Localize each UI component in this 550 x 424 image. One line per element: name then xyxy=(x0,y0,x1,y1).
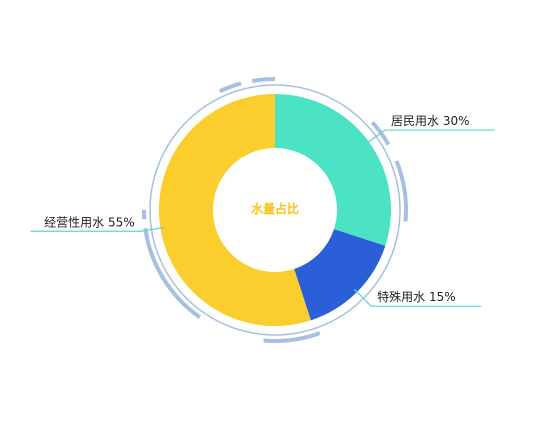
decor-arc-1 xyxy=(252,79,275,81)
slice-0 xyxy=(275,94,391,246)
slice-label-1: 特殊用水 15% xyxy=(377,289,456,304)
slice-label-0: 居民用水 30% xyxy=(391,114,470,128)
slice-label-2: 经营性用水 55% xyxy=(44,215,135,229)
center-title: 水量占比 xyxy=(251,201,299,216)
